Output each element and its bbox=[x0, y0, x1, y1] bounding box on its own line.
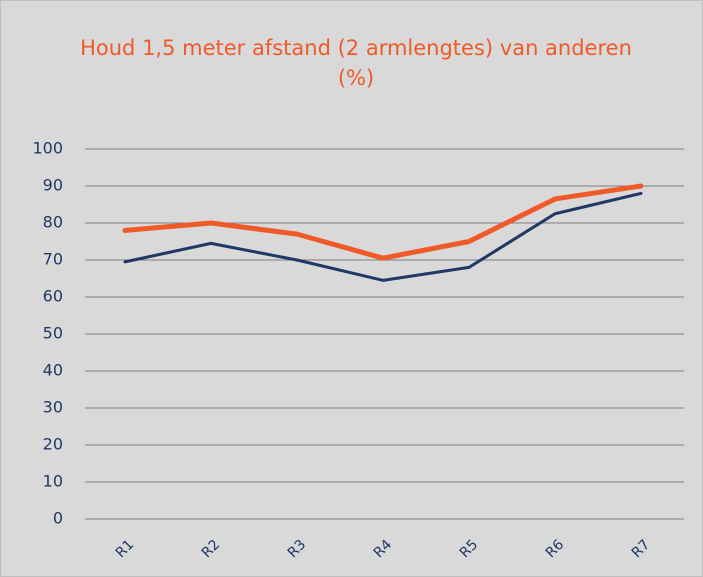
y-tick-label: 90 bbox=[43, 176, 63, 195]
series-line bbox=[123, 191, 643, 282]
x-tick-label: R7 bbox=[629, 537, 653, 561]
y-tick-label: 80 bbox=[43, 213, 63, 232]
y-tick-label: 0 bbox=[53, 509, 63, 528]
y-tick-label: 20 bbox=[43, 435, 63, 454]
x-tick-label: R3 bbox=[285, 537, 309, 561]
y-tick-label: 100 bbox=[32, 139, 63, 158]
y-tick-label: 30 bbox=[43, 398, 63, 417]
x-tick-label: R4 bbox=[371, 537, 396, 562]
y-tick-label: 10 bbox=[43, 472, 63, 491]
x-tick-label: R2 bbox=[199, 537, 223, 561]
x-tick-label: R1 bbox=[113, 537, 137, 561]
y-tick-label: 40 bbox=[43, 361, 63, 380]
series-line bbox=[122, 183, 644, 261]
y-tick-label: 70 bbox=[43, 250, 63, 269]
x-tick-label: R5 bbox=[457, 537, 481, 561]
y-tick-label: 50 bbox=[43, 324, 63, 343]
chart-title: Houd 1,5 meter afstand (2 armlengtes) va… bbox=[80, 36, 632, 90]
y-tick-label: 60 bbox=[43, 287, 63, 306]
x-tick-label: R6 bbox=[543, 537, 568, 562]
